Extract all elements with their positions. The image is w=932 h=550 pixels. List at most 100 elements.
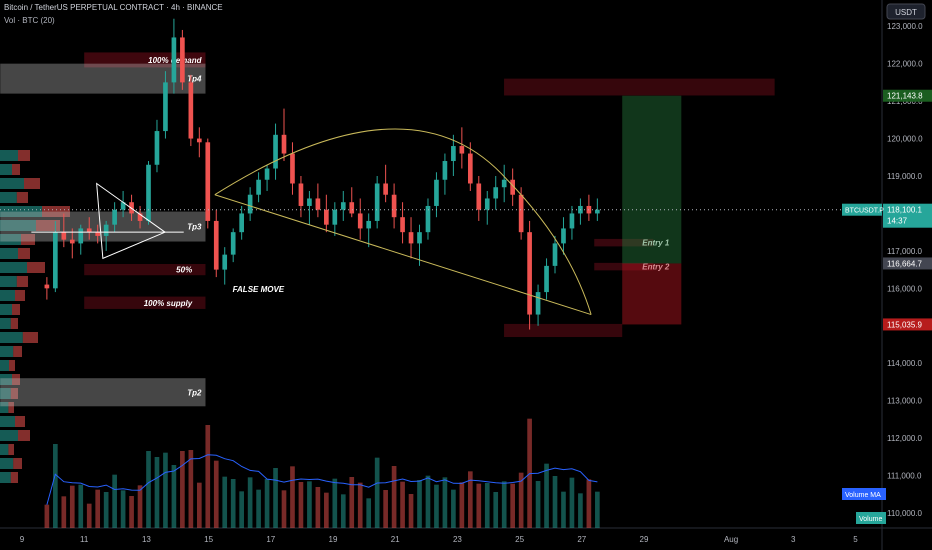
candle-body [171,37,177,83]
candle-body [239,213,244,233]
volume-profile-bar [0,290,15,301]
volume-bar [544,463,549,528]
candle-body [230,232,236,255]
position-stop-zone [622,263,682,325]
candle-body [163,82,168,132]
price-label-text: 121,143.8 [887,92,923,101]
zone-supply [84,264,206,276]
volume-profile-bar [0,318,11,329]
y-tick-label: 111,000.0 [887,472,922,481]
candle-body [527,232,532,315]
volume-bar [180,451,185,528]
rounding-top-curve [214,128,592,315]
candle-body [383,183,388,195]
volume-bar [307,481,312,528]
volume-bar [408,494,414,528]
x-tick-label: Aug [724,535,738,544]
annotation-label: FALSE MOVE [233,285,285,294]
volume-bar [86,503,92,528]
symbol-tag [842,203,882,216]
volume-profile-bar [0,346,14,357]
candle-body [518,194,524,233]
volume-profile-bar [8,402,14,413]
currency-button[interactable] [886,3,926,20]
volume-bar [61,496,67,528]
candle-body [501,179,507,188]
volume-bar [247,477,253,528]
candle-body [595,209,600,214]
volume-profile-bar [21,234,35,245]
volume-bar [146,451,151,528]
price-label-text: 118,100.1 [887,206,923,215]
candle-body [332,209,338,225]
volume-bar [535,481,541,528]
y-tick-label: 122,000.0 [887,60,923,69]
candle-body [69,239,75,244]
zone-tp [0,63,206,94]
candle-body [61,232,67,240]
price-label-text: 115,035.9 [887,320,923,329]
x-tick-label: 17 [266,535,275,544]
volume-bar [349,477,355,528]
candle-body [476,183,482,210]
candle-body [205,142,211,221]
volume-bar [332,478,338,528]
candle-body [307,198,312,206]
volume-bar [222,476,228,528]
candle-body [340,202,346,210]
volume-bar [425,475,431,528]
volume-profile-bar [0,220,36,231]
volume-bar [171,465,177,528]
x-tick-label: 19 [329,535,338,544]
x-tick-label: 21 [391,535,400,544]
x-tick-label: 3 [791,535,796,544]
volume-profile-bar [0,276,17,287]
candle-body [53,232,58,289]
volume-bar [400,481,405,528]
volume-bar [442,477,448,528]
volume-profile-bar [0,164,12,175]
candle-body [366,220,372,229]
y-tick-label: 123,000.0 [887,22,923,31]
volume-profile-bar [15,290,25,301]
volume-profile-bar [42,206,70,217]
candle-body [493,187,499,199]
candle-body [95,232,101,236]
volume-bar [561,491,566,528]
zone-label: Entry 1 [642,239,670,248]
zone-label: 100% supply [144,299,193,308]
volume-bar [366,498,372,528]
volume-profile-bar [0,472,11,483]
volume-bar [484,483,490,528]
candle-body [146,164,151,221]
candle-body [188,82,194,139]
x-tick-label: 27 [577,535,586,544]
candle-body [391,194,397,218]
volume-profile-bar [13,458,22,469]
volume-bar [129,496,134,528]
volume-bar [103,492,109,528]
candle-body [510,179,515,195]
volume-profile-bar [12,374,20,385]
position-target-zone [622,95,682,264]
volume-profile-bar [0,234,21,245]
volume-profile-bar [10,388,18,399]
price-label-tp [883,89,932,102]
candle-body [459,146,465,154]
volume-profile-bar [24,178,40,189]
candle-body [484,198,490,210]
zone-supply [504,78,775,96]
volume-bar [374,457,380,528]
y-tick-label: 114,000.0 [887,359,923,368]
volume-profile-bar [18,430,30,441]
volume-profile-bar [0,430,18,441]
candle-body [264,168,270,180]
candle-body [256,179,261,195]
y-tick-label: 116,000.0 [887,284,923,293]
zone-tp [0,211,206,242]
volume-profile-bar [0,374,12,385]
x-tick-label: 11 [80,535,89,544]
volume-profile-bar [16,192,28,203]
